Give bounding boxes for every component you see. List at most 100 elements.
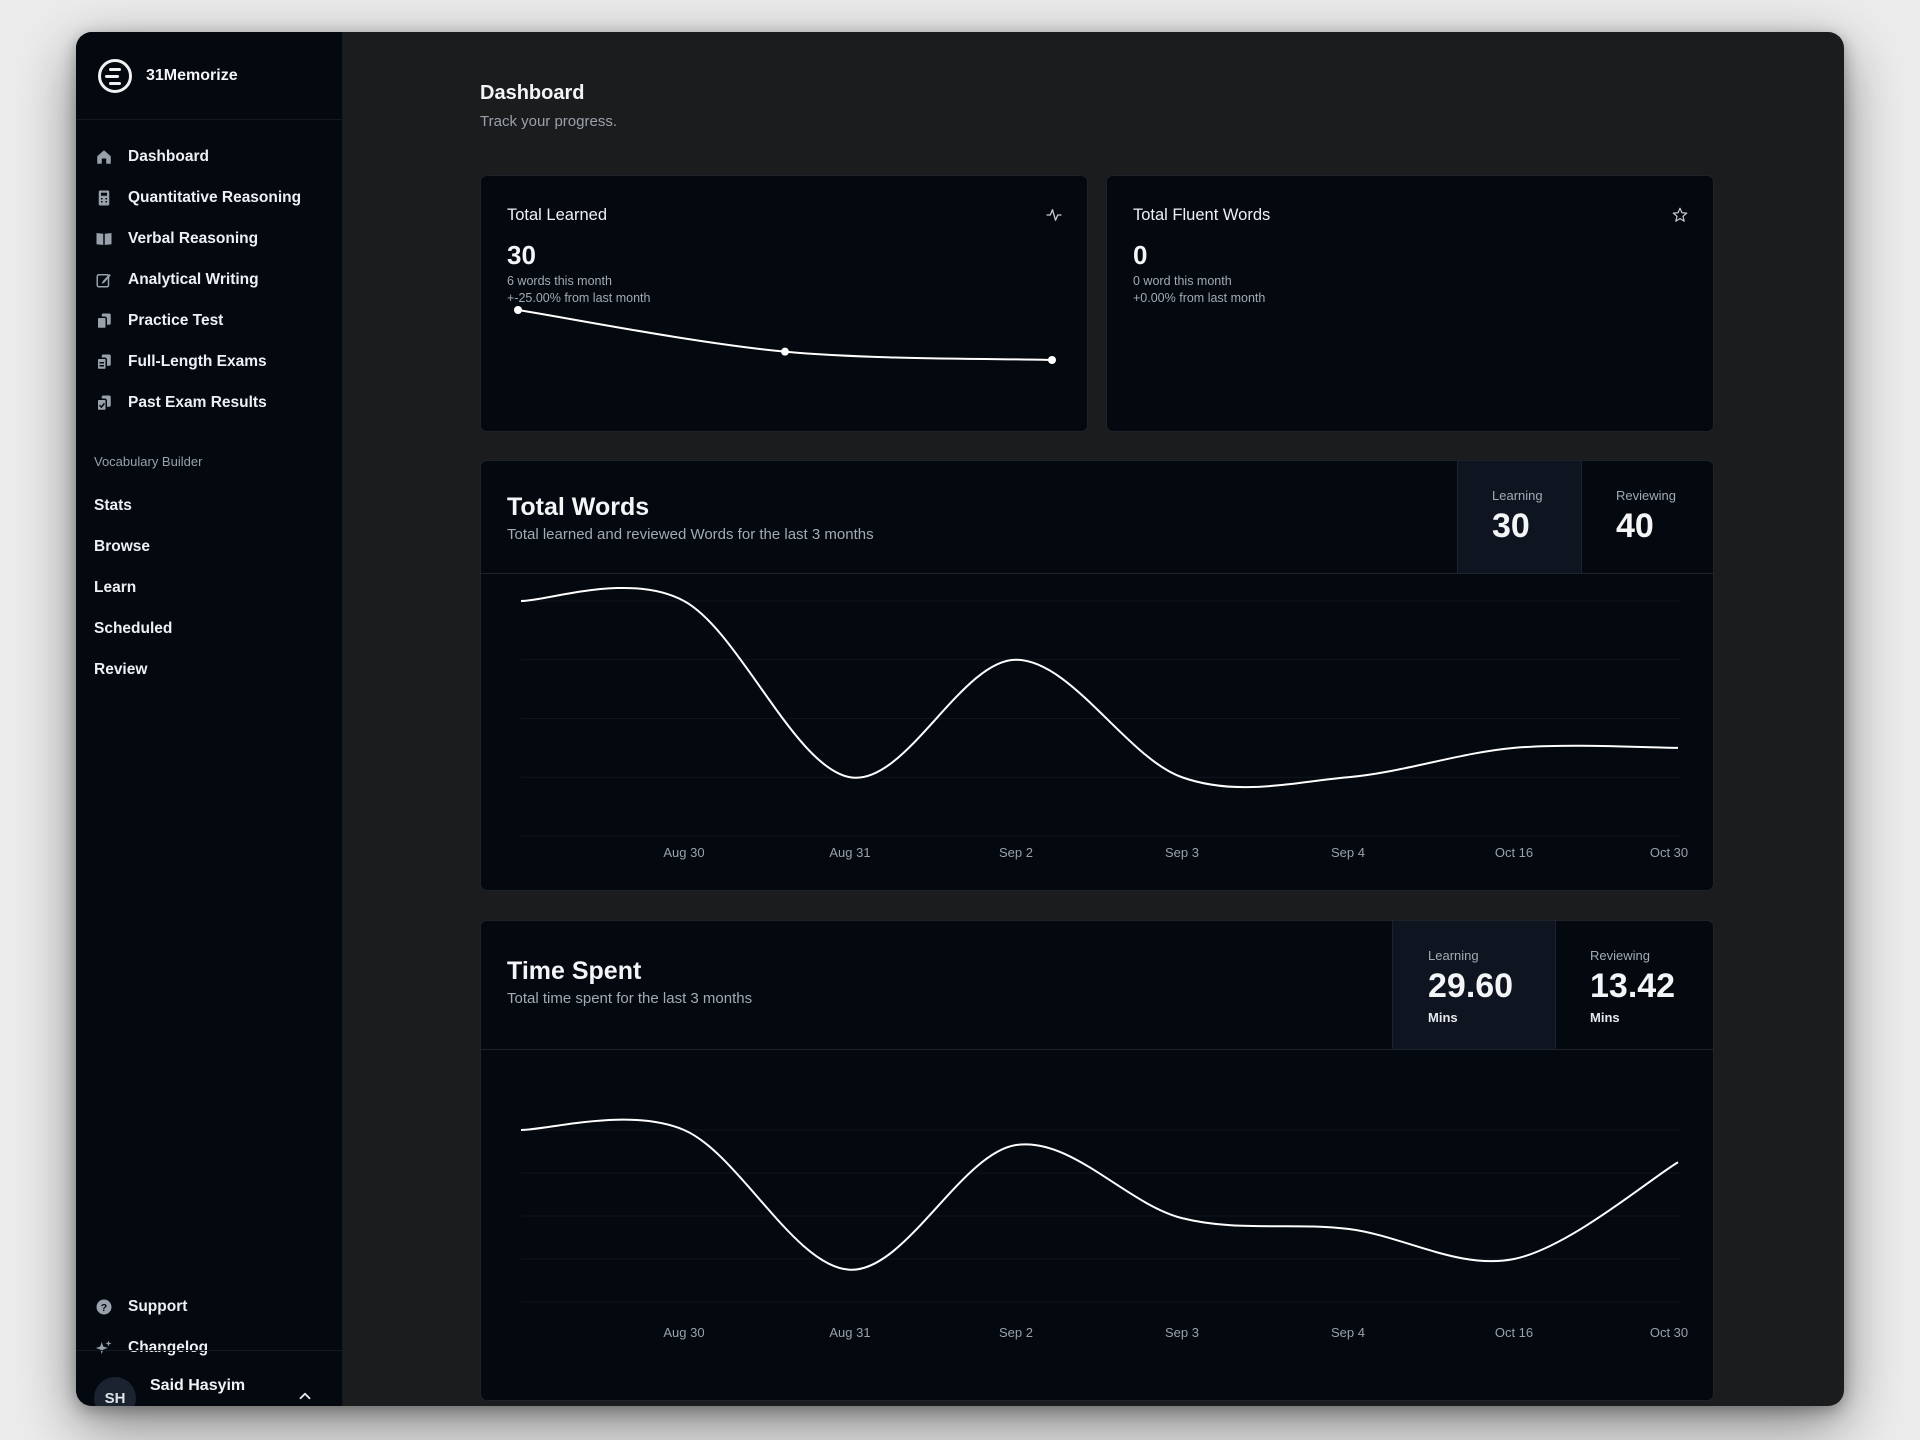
card-subtitle: Total time spent for the last 3 months bbox=[507, 990, 753, 1007]
x-tick-label: Aug 31 bbox=[829, 1325, 870, 1340]
card-title: Total Words bbox=[507, 493, 650, 521]
brand-name: 31Memorize bbox=[146, 66, 238, 84]
sidebar-item-label: Practice Test bbox=[128, 311, 224, 329]
reviewing-metric[interactable]: Reviewing 13.42 Mins bbox=[1555, 921, 1713, 1049]
metric-unit: Mins bbox=[1428, 1010, 1458, 1025]
user-name: Said Hasyim bbox=[150, 1377, 246, 1394]
chevron-up-icon[interactable] bbox=[296, 1387, 314, 1405]
calculator-icon bbox=[94, 188, 114, 208]
reviewing-metric[interactable]: Reviewing 40 bbox=[1581, 461, 1713, 573]
card-note-month: 6 words this month bbox=[507, 274, 612, 288]
home-icon bbox=[94, 147, 114, 167]
sidebar-item-label: Analytical Writing bbox=[128, 270, 259, 288]
x-tick-label: Sep 2 bbox=[999, 845, 1033, 860]
star-icon bbox=[1672, 207, 1688, 222]
avatar: SH bbox=[94, 1377, 136, 1406]
sidebar-item-label: Support bbox=[128, 1297, 188, 1315]
metric-value: 30 bbox=[1492, 507, 1530, 545]
sidebar-item-dashboard[interactable]: Dashboard bbox=[76, 136, 342, 177]
page-title: Dashboard bbox=[480, 82, 585, 104]
edit-icon bbox=[94, 270, 114, 290]
metric-unit: Mins bbox=[1590, 1010, 1620, 1025]
sidebar-item-changelog[interactable]: Changelog bbox=[76, 1327, 342, 1368]
x-tick-label: Oct 30 bbox=[1650, 1325, 1688, 1340]
sidebar-item-label: Past Exam Results bbox=[128, 393, 267, 411]
sparkline-chart bbox=[514, 306, 1056, 364]
sidebar-item-past-exam-results[interactable]: Past Exam Results bbox=[76, 382, 342, 423]
bottom-nav: ? Support Changelog bbox=[76, 1286, 342, 1368]
svg-text:?: ? bbox=[101, 1301, 107, 1313]
card-title: Total Learned bbox=[507, 206, 607, 224]
total-words-chart: Aug 30 Aug 31 Sep 2 Sep 3 Sep 4 Oct 16 Oct 30 bbox=[520, 586, 1688, 860]
x-tick-label: Oct 16 bbox=[1495, 845, 1533, 860]
sparkles-icon bbox=[94, 1338, 114, 1358]
series-line bbox=[520, 586, 1679, 789]
metric-label: Reviewing bbox=[1590, 948, 1650, 963]
divider bbox=[481, 1049, 1713, 1050]
metric-value: 13.42 bbox=[1590, 967, 1676, 1005]
sidebar-item-full-length-exams[interactable]: Full-Length Exams bbox=[76, 341, 342, 382]
vocab-nav: Stats Browse Learn Scheduled Review bbox=[76, 485, 342, 690]
card-subtitle: Total learned and reviewed Words for the… bbox=[507, 526, 874, 543]
book-icon bbox=[94, 229, 114, 249]
sidebar: 31Memorize Dashboard Quantitative Reason… bbox=[76, 32, 343, 1406]
sparkline-point bbox=[781, 347, 789, 356]
card-title: Time Spent bbox=[507, 957, 642, 985]
metric-value: 29.60 bbox=[1428, 967, 1514, 1005]
help-circle-icon: ? bbox=[94, 1297, 114, 1317]
metric-label: Reviewing bbox=[1616, 488, 1676, 503]
x-tick-label: Sep 3 bbox=[1165, 845, 1199, 860]
sidebar-item-analytical-writing[interactable]: Analytical Writing bbox=[76, 259, 342, 300]
learning-metric[interactable]: Learning 29.60 Mins bbox=[1392, 921, 1555, 1049]
sidebar-item-review[interactable]: Review bbox=[94, 660, 148, 678]
x-tick-label: Sep 3 bbox=[1165, 1325, 1199, 1340]
sidebar-item-practice-test[interactable]: Practice Test bbox=[76, 300, 342, 341]
sidebar-item-quantitative-reasoning[interactable]: Quantitative Reasoning bbox=[76, 177, 342, 218]
series-line bbox=[520, 1118, 1679, 1271]
brand[interactable]: 31Memorize bbox=[76, 32, 342, 120]
sidebar-item-label: Verbal Reasoning bbox=[128, 229, 259, 247]
copy-icon bbox=[94, 311, 114, 331]
sparkline-point bbox=[514, 306, 522, 314]
sidebar-item-verbal-reasoning[interactable]: Verbal Reasoning bbox=[76, 218, 342, 259]
sidebar-item-label: Dashboard bbox=[128, 147, 209, 165]
x-tick-label: Aug 30 bbox=[663, 845, 704, 860]
total-fluent-card: Total Fluent Words 0 0 word this month +… bbox=[1106, 175, 1714, 432]
card-title: Total Fluent Words bbox=[1133, 206, 1271, 224]
time-spent-card: Time Spent Total time spent for the last… bbox=[480, 920, 1714, 1401]
card-note-change: +-25.00% from last month bbox=[507, 291, 651, 305]
vocab-section-title: Vocabulary Builder bbox=[94, 454, 203, 469]
divider bbox=[481, 573, 1713, 574]
user-menu[interactable]: SH Said Hasyim bbox=[76, 1350, 342, 1406]
copy-check-icon bbox=[94, 393, 114, 413]
sidebar-item-browse[interactable]: Browse bbox=[94, 537, 150, 555]
sidebar-item-learn[interactable]: Learn bbox=[94, 578, 137, 596]
page-subtitle: Track your progress. bbox=[480, 113, 617, 130]
time-spent-chart: Aug 30 Aug 31 Sep 2 Sep 3 Sep 4 Oct 16 Oct 30 bbox=[520, 1118, 1688, 1340]
metric-value: 40 bbox=[1616, 507, 1654, 545]
sidebar-item-stats[interactable]: Stats bbox=[94, 496, 132, 514]
sidebar-item-scheduled[interactable]: Scheduled bbox=[94, 619, 173, 637]
total-words-card: Total Words Total learned and reviewed W… bbox=[480, 460, 1714, 891]
metric-label: Learning bbox=[1492, 488, 1543, 503]
x-tick-label: Oct 30 bbox=[1650, 845, 1688, 860]
main-content: Dashboard Track your progress. Total Lea… bbox=[343, 32, 1844, 1406]
x-tick-label: Oct 16 bbox=[1495, 1325, 1533, 1340]
learning-metric[interactable]: Learning 30 bbox=[1457, 461, 1581, 573]
copy-icon bbox=[94, 352, 114, 372]
card-note-month: 0 word this month bbox=[1133, 274, 1232, 288]
logo-icon bbox=[98, 58, 132, 93]
x-tick-label: Aug 31 bbox=[829, 845, 870, 860]
main-nav: Dashboard Quantitative Reasoning Verbal … bbox=[76, 120, 342, 423]
card-value: 30 bbox=[507, 240, 536, 270]
x-tick-label: Aug 30 bbox=[663, 1325, 704, 1340]
x-tick-label: Sep 4 bbox=[1331, 845, 1365, 860]
sidebar-item-support[interactable]: ? Support bbox=[76, 1286, 342, 1327]
app-window: 31Memorize Dashboard Quantitative Reason… bbox=[76, 32, 1844, 1406]
sidebar-item-label: Quantitative Reasoning bbox=[128, 188, 302, 206]
activity-icon bbox=[1046, 209, 1062, 221]
total-learned-card: Total Learned 30 6 words this month +-25… bbox=[480, 175, 1088, 432]
metric-label: Learning bbox=[1428, 948, 1479, 963]
sidebar-item-label: Changelog bbox=[128, 1338, 209, 1356]
sparkline-point bbox=[1048, 356, 1056, 364]
